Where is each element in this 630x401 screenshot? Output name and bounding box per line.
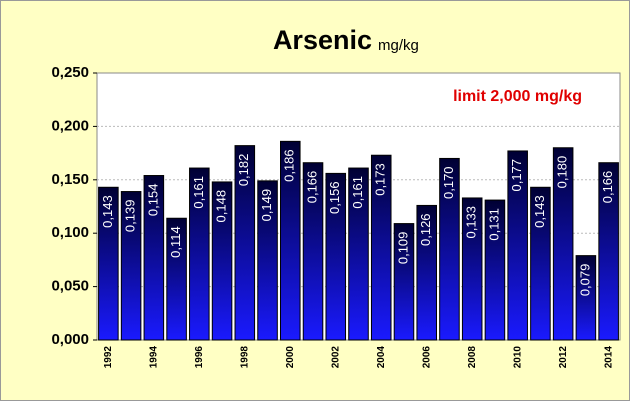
y-tick-label: 0,250 bbox=[51, 64, 89, 81]
value-label: 0,148 bbox=[214, 190, 229, 223]
value-label: 0,139 bbox=[123, 200, 138, 233]
x-tick-label: 2012 bbox=[558, 346, 569, 369]
bar bbox=[211, 181, 233, 341]
bar bbox=[461, 197, 483, 341]
value-label: 0,143 bbox=[532, 195, 547, 228]
bar bbox=[393, 223, 415, 341]
value-label: 0,161 bbox=[191, 176, 206, 209]
x-tick-label: 2004 bbox=[376, 346, 387, 369]
value-label: 0,143 bbox=[100, 195, 115, 228]
x-tick-label: 1992 bbox=[103, 346, 114, 369]
value-label: 0,079 bbox=[577, 264, 592, 297]
bar bbox=[575, 255, 597, 341]
bar bbox=[98, 186, 119, 341]
value-label: 0,109 bbox=[395, 232, 410, 265]
value-label: 0,177 bbox=[509, 159, 524, 192]
y-tick-label: 0,200 bbox=[51, 117, 89, 134]
bar bbox=[143, 175, 165, 341]
x-tick-label: 2006 bbox=[421, 346, 432, 369]
x-tick-label: 1996 bbox=[194, 346, 205, 369]
chart-title: Arsenic bbox=[273, 25, 372, 55]
y-tick-label: 0,100 bbox=[51, 224, 89, 241]
x-tick-label: 2000 bbox=[285, 346, 296, 369]
y-tick-label: 0,150 bbox=[51, 171, 89, 188]
value-label: 0,154 bbox=[145, 184, 160, 217]
bar bbox=[348, 167, 369, 341]
chart-title-unit: mg/kg bbox=[378, 37, 419, 54]
value-label: 0,182 bbox=[236, 154, 251, 187]
value-label: 0,156 bbox=[327, 181, 342, 214]
bar bbox=[234, 145, 256, 341]
bar bbox=[552, 147, 574, 341]
bar bbox=[507, 150, 528, 341]
bar bbox=[325, 172, 347, 341]
bar bbox=[598, 162, 619, 341]
value-label: 0,131 bbox=[486, 208, 501, 241]
value-label: 0,166 bbox=[600, 171, 615, 204]
y-tick-label: 0,050 bbox=[51, 278, 89, 295]
x-tick-label: 2014 bbox=[603, 346, 614, 369]
bar bbox=[189, 167, 210, 341]
bar bbox=[484, 199, 506, 341]
x-tick-label: 1994 bbox=[148, 346, 159, 369]
value-label: 0,133 bbox=[464, 206, 479, 239]
bar bbox=[370, 154, 392, 341]
value-label: 0,126 bbox=[418, 213, 433, 246]
bar bbox=[302, 162, 324, 341]
bar bbox=[280, 140, 301, 341]
value-label: 0,173 bbox=[373, 163, 388, 196]
value-label: 0,170 bbox=[441, 166, 456, 199]
bar bbox=[257, 180, 278, 341]
x-tick-label: 2002 bbox=[330, 346, 341, 369]
x-tick-label: 2010 bbox=[512, 346, 523, 369]
x-tick-label: 1998 bbox=[239, 346, 250, 369]
value-label: 0,149 bbox=[259, 189, 274, 222]
value-label: 0,180 bbox=[555, 156, 570, 189]
value-label: 0,166 bbox=[304, 171, 319, 204]
bar bbox=[416, 204, 437, 341]
bar bbox=[439, 157, 460, 341]
y-tick-label: 0,000 bbox=[51, 331, 89, 348]
value-label: 0,186 bbox=[282, 149, 297, 182]
annotation: limit 2,000 mg/kg bbox=[453, 88, 582, 105]
value-label: 0,114 bbox=[168, 226, 183, 258]
bar bbox=[530, 186, 551, 341]
bar bbox=[120, 191, 142, 341]
value-label: 0,161 bbox=[350, 176, 365, 209]
bar bbox=[166, 217, 187, 341]
x-tick-label: 2008 bbox=[467, 346, 478, 369]
